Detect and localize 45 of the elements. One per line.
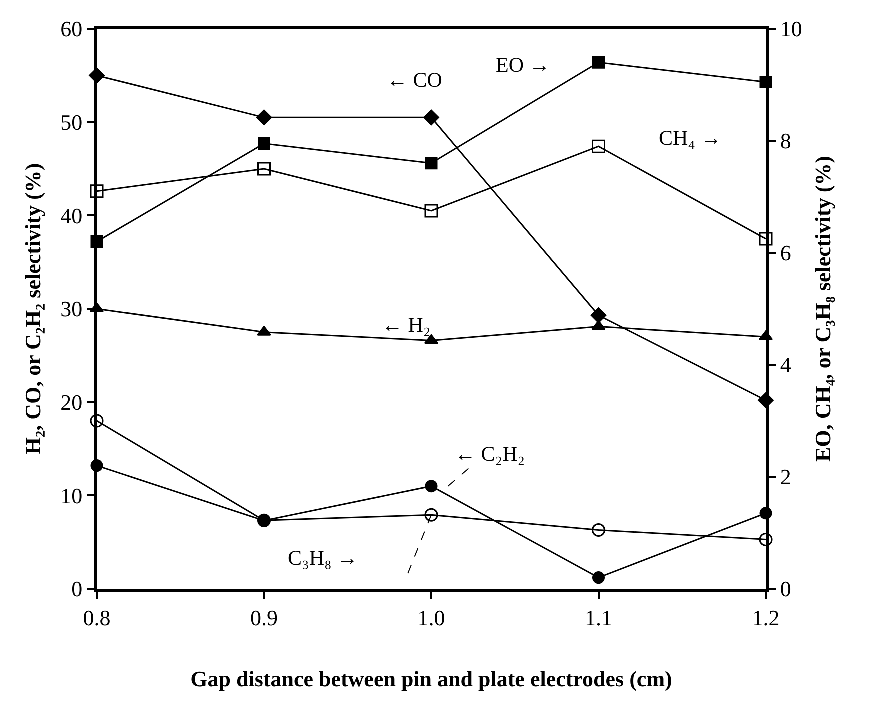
- point: [425, 157, 438, 170]
- y2-tick-label: 8: [780, 128, 792, 154]
- y-tick-label: 20: [60, 390, 83, 416]
- y2-tick-label: 4: [780, 352, 792, 378]
- series-label: CH₄ →: [659, 126, 722, 150]
- x-tick-label: 1.1: [585, 605, 612, 630]
- x-tick-label: 0.9: [250, 605, 278, 630]
- point: [759, 232, 773, 246]
- point: [424, 110, 440, 126]
- point: [592, 523, 606, 537]
- y-tick-label: 0: [72, 576, 83, 602]
- point: [258, 138, 270, 150]
- series-label: EO →: [496, 53, 550, 77]
- x-tick-label: 1.2: [752, 605, 780, 630]
- x-axis-title: Gap distance between pin and plate electrodes (cm): [190, 666, 672, 692]
- series-label: C₃H₈ →: [288, 546, 358, 570]
- point: [592, 320, 606, 330]
- series-label: ← CO: [387, 68, 442, 92]
- point: [256, 110, 272, 126]
- y-tick-label: 10: [60, 483, 83, 508]
- point: [424, 508, 438, 522]
- y2-tick-label: 6: [780, 240, 792, 266]
- point: [592, 140, 606, 154]
- x-tick-label: 1.0: [418, 605, 446, 630]
- point: [590, 308, 607, 324]
- x-tick-label: 0.8: [83, 605, 111, 630]
- point: [424, 204, 438, 218]
- y-tick-label: 50: [60, 110, 83, 136]
- y2-tick-label: 0: [780, 576, 792, 602]
- y-tick-label: 60: [60, 16, 83, 42]
- series-label: ← H₂: [382, 313, 431, 337]
- y-axis-title: H₂, CO, or C₂H₂ selectivity (%): [20, 163, 46, 455]
- y-tick-label: 30: [60, 296, 83, 322]
- point: [258, 162, 271, 176]
- point: [592, 56, 605, 69]
- series-label: ← C₂H₂: [455, 442, 526, 466]
- y-tick-label: 40: [60, 203, 83, 228]
- point: [90, 414, 104, 428]
- point: [759, 532, 773, 546]
- y2-tick-label: 10: [780, 16, 802, 42]
- y2-tick-label: 2: [780, 464, 792, 490]
- point: [592, 572, 605, 584]
- y2-axis-title: EO, CH₄, or C₃H₈ selectivity (%): [810, 156, 836, 462]
- point: [425, 480, 438, 493]
- point: [90, 184, 104, 198]
